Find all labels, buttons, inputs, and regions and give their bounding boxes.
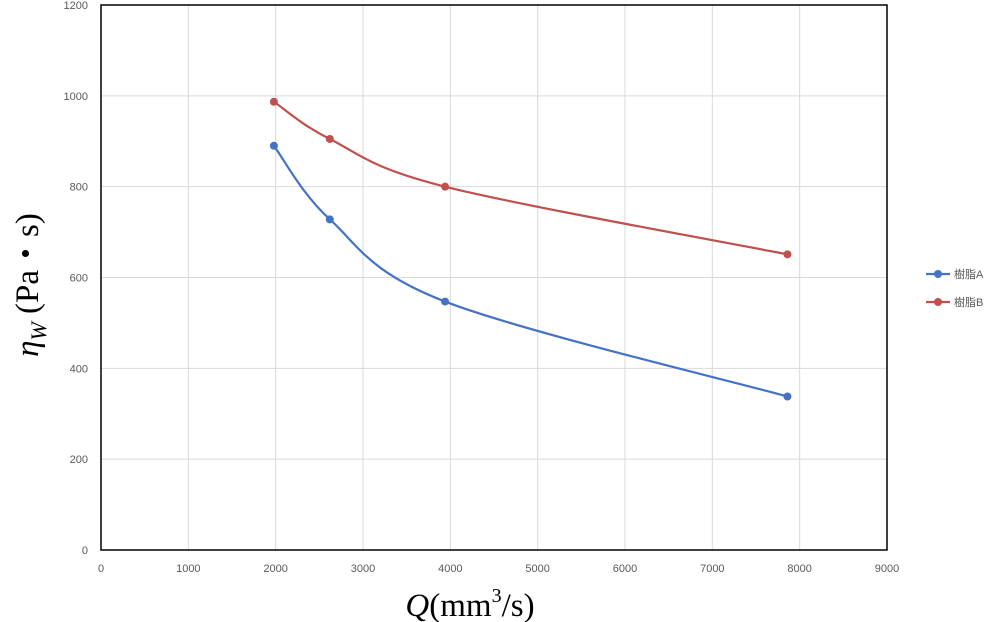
y-tick-labels: 0 200 400 600 800 1000 1200	[64, 0, 88, 557]
x-tick-label: 4000	[438, 563, 462, 575]
x-tick-label: 6000	[613, 563, 637, 575]
data-point	[325, 215, 334, 224]
legend-marker	[934, 270, 942, 278]
series-line-1	[273, 100, 788, 256]
y-tick-label: 600	[70, 273, 88, 285]
data-point	[783, 250, 792, 259]
legend: 樹脂A 樹脂B	[926, 267, 984, 309]
data-point	[783, 392, 792, 401]
x-tick-labels: 0 1000 2000 3000 4000 5000 6000 7000 8000 9000	[98, 563, 899, 575]
x-tick-label: 2000	[263, 563, 287, 575]
plot-area-frame	[100, 4, 888, 551]
x-tick-label: 0	[98, 563, 104, 575]
data-point	[269, 97, 278, 106]
legend-label: 樹脂B	[954, 295, 983, 309]
x-tick-label: 5000	[525, 563, 549, 575]
data-point	[441, 182, 450, 191]
x-axis-title: Q(mm3/s)	[405, 585, 534, 622]
y-tick-label: 0	[82, 545, 88, 557]
y-axis-title: ηW (Pa・s)	[10, 213, 51, 357]
x-tick-label: 1000	[176, 563, 200, 575]
y-tick-label: 200	[70, 454, 88, 466]
data-point	[441, 297, 450, 306]
data-point	[325, 134, 334, 143]
x-tick-label: 9000	[875, 563, 899, 575]
y-tick-label: 800	[70, 182, 88, 194]
x-tick-label: 8000	[787, 563, 811, 575]
series-group	[269, 97, 792, 401]
legend-label: 樹脂A	[954, 267, 984, 281]
data-point	[269, 141, 278, 150]
y-tick-label: 1000	[64, 91, 88, 103]
series-line-0	[273, 145, 788, 398]
x-tick-label: 3000	[351, 563, 375, 575]
x-tick-label: 7000	[700, 563, 724, 575]
legend-marker	[934, 298, 942, 306]
y-tick-label: 400	[70, 363, 88, 375]
grid	[100, 4, 888, 551]
y-tick-label: 1200	[64, 0, 88, 12]
